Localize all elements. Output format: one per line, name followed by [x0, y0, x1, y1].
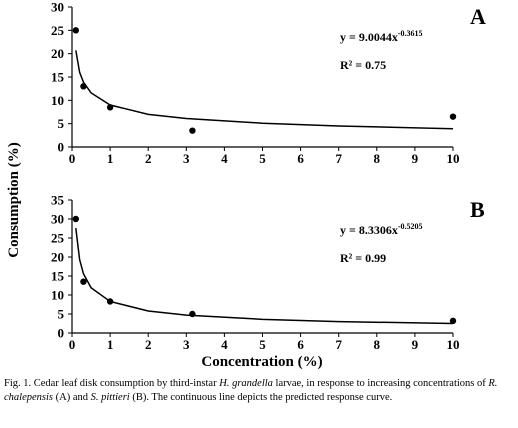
- x-tick-label: 8: [374, 337, 381, 352]
- y-tick-label: 35: [51, 193, 65, 208]
- caption-part: R. chalepensis: [4, 378, 498, 403]
- y-tick-label: 0: [58, 140, 65, 155]
- x-tick-label: 1: [107, 151, 114, 166]
- caption-part: S. pittieri: [90, 392, 130, 403]
- panel-label: B: [470, 197, 485, 222]
- fit-curve: [75, 50, 454, 130]
- x-tick-label: 3: [183, 337, 190, 352]
- r-squared: R² = 0.75: [340, 58, 386, 72]
- fit-curve: [75, 228, 454, 325]
- data-point: [106, 298, 114, 305]
- x-tick-label: 0: [69, 151, 76, 166]
- y-tick-label: 20: [51, 250, 64, 265]
- caption-part: (A) and: [53, 392, 91, 403]
- y-tick-label: 20: [51, 46, 64, 61]
- x-tick-label: 1: [107, 337, 114, 352]
- caption-part: larvae, in response to increasing concen…: [272, 378, 489, 389]
- y-tick-label: 30: [51, 0, 64, 15]
- y-tick-label: 15: [51, 70, 65, 85]
- data-point: [189, 310, 196, 318]
- x-tick-label: 3: [183, 151, 190, 166]
- x-tick-label: 7: [335, 337, 342, 352]
- panel-label: A: [470, 4, 486, 29]
- caption-part: (B). The continuous line depicts the pre…: [129, 392, 393, 403]
- y-tick-label: 10: [51, 93, 64, 108]
- y-tick-label: 10: [51, 288, 64, 303]
- x-tick-label: 2: [145, 337, 152, 352]
- data-point: [449, 317, 457, 325]
- x-tick-label: 5: [259, 151, 266, 166]
- data-point: [72, 27, 80, 34]
- x-tick-label: 10: [447, 151, 460, 166]
- x-tick-label: 6: [297, 151, 304, 166]
- x-tick-label: 9: [412, 151, 419, 166]
- data-point: [80, 83, 87, 90]
- x-tick-label: 9: [412, 337, 419, 352]
- x-tick-label: 8: [374, 151, 381, 166]
- x-tick-label: 0: [69, 337, 76, 352]
- equation-exponent: -0.3615: [398, 29, 423, 38]
- x-tick-label: 4: [221, 151, 228, 166]
- y-axis-label: Consumption (%): [6, 142, 22, 257]
- data-point: [106, 104, 114, 111]
- caption-part: Fig. 1. Cedar leaf disk consumption by t…: [4, 378, 220, 389]
- data-point: [80, 278, 87, 285]
- data-point: [449, 113, 457, 120]
- equation-text: y = 9.0044x: [340, 30, 398, 44]
- x-tick-label: 10: [447, 337, 460, 352]
- y-tick-label: 25: [51, 23, 65, 38]
- x-tick-label: 6: [297, 337, 304, 352]
- equation: y = 9.0044x-0.3615: [340, 29, 423, 44]
- data-point: [189, 127, 196, 134]
- equation: y = 8.3306x-0.5205: [340, 222, 423, 237]
- equation-text: y = 8.3306x: [340, 223, 398, 237]
- caption: Fig. 1. Cedar leaf disk consumption by t…: [4, 377, 512, 405]
- caption-part: H. grandella: [219, 378, 273, 389]
- data-point: [72, 215, 80, 223]
- y-tick-label: 5: [58, 116, 65, 131]
- r-squared: R² = 0.99: [340, 251, 386, 265]
- y-tick-label: 5: [58, 307, 65, 322]
- y-tick-label: 25: [51, 231, 65, 246]
- x-tick-label: 4: [221, 337, 228, 352]
- x-axis-label: Concentration (%): [201, 354, 322, 370]
- x-tick-label: 7: [335, 151, 342, 166]
- x-tick-label: 5: [259, 337, 266, 352]
- figure: Consumption (%) Concentration (%) 051015…: [6, 0, 486, 370]
- y-tick-label: 0: [58, 326, 65, 341]
- x-tick-label: 2: [145, 151, 152, 166]
- y-tick-label: 30: [51, 212, 64, 227]
- y-tick-label: 15: [51, 269, 65, 284]
- equation-exponent: -0.5205: [398, 222, 423, 231]
